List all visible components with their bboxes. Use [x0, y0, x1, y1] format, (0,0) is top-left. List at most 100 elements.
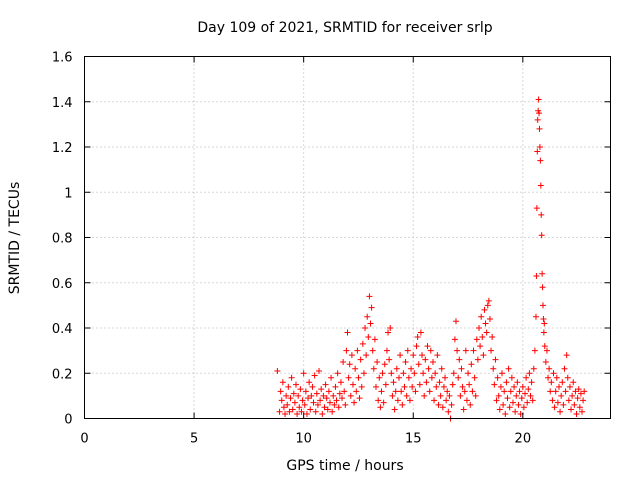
data-point — [443, 397, 450, 404]
data-point — [330, 392, 337, 399]
data-point — [299, 397, 306, 404]
data-point — [539, 284, 546, 291]
data-point — [541, 320, 548, 327]
data-point — [428, 374, 435, 381]
data-point — [423, 379, 430, 386]
data-point — [492, 356, 499, 363]
x-tick-label: 10 — [295, 432, 312, 447]
data-point — [341, 388, 348, 395]
data-point — [484, 302, 491, 309]
data-point — [295, 392, 302, 399]
data-point — [277, 388, 284, 395]
data-point — [451, 336, 458, 343]
data-point — [566, 383, 573, 390]
data-point — [486, 315, 493, 322]
data-points — [274, 96, 588, 422]
data-point — [446, 392, 453, 399]
data-point — [533, 205, 540, 212]
data-point — [408, 365, 415, 372]
data-point — [317, 397, 324, 404]
data-point — [359, 340, 366, 347]
x-tick-label: 20 — [515, 432, 532, 447]
data-point — [331, 401, 338, 408]
data-point — [387, 325, 394, 331]
data-point — [515, 401, 522, 408]
data-point — [527, 392, 534, 399]
data-point — [569, 392, 576, 399]
data-point — [288, 374, 295, 381]
data-point — [305, 395, 312, 402]
data-point — [504, 395, 511, 402]
data-point — [554, 399, 561, 406]
data-point — [339, 395, 346, 402]
y-tick-labels: 0 0.2 0.4 0.6 0.8 1 1.2 1.4 1.6 — [52, 51, 73, 428]
data-point — [524, 399, 531, 406]
data-point — [457, 392, 464, 399]
data-point — [358, 383, 365, 390]
data-point — [351, 399, 358, 406]
data-point — [476, 325, 482, 331]
y-tick-label: 0.4 — [52, 322, 73, 337]
data-point — [309, 383, 316, 390]
data-point — [561, 365, 568, 372]
data-point — [300, 370, 307, 377]
data-point — [283, 392, 290, 399]
data-point — [397, 352, 404, 359]
data-point — [333, 397, 340, 404]
data-point — [450, 370, 457, 377]
data-point — [389, 392, 396, 399]
data-point — [306, 379, 313, 386]
data-point — [491, 381, 498, 388]
data-point — [532, 313, 539, 320]
data-point — [385, 329, 392, 336]
data-point — [367, 320, 374, 327]
data-point — [282, 410, 289, 417]
data-point — [511, 383, 518, 390]
y-tick-label: 1.6 — [52, 51, 73, 66]
data-point — [403, 392, 410, 399]
data-point — [481, 306, 488, 313]
data-point — [555, 383, 562, 390]
data-point — [342, 401, 349, 408]
data-point — [473, 336, 480, 343]
data-point — [409, 383, 416, 390]
data-point — [310, 399, 317, 406]
data-point — [364, 313, 371, 320]
data-point — [419, 352, 426, 359]
data-point — [345, 374, 352, 381]
data-point — [505, 365, 512, 372]
x-tick-label: 0 — [80, 432, 88, 447]
data-point — [406, 397, 413, 404]
data-point — [352, 365, 359, 372]
data-point — [534, 148, 541, 155]
data-point — [480, 352, 487, 359]
data-point — [535, 96, 542, 103]
data-point — [580, 397, 587, 404]
data-point — [477, 343, 484, 350]
data-point — [513, 392, 520, 399]
data-point — [455, 374, 462, 381]
data-point — [324, 406, 331, 413]
data-point — [399, 401, 406, 408]
data-point — [398, 388, 405, 395]
data-point — [370, 365, 377, 372]
data-point — [545, 374, 552, 381]
data-point — [538, 232, 545, 239]
data-point — [380, 399, 387, 406]
data-point — [363, 352, 370, 359]
x-tick-label: 15 — [405, 432, 422, 447]
data-point — [343, 347, 350, 354]
data-point — [550, 370, 557, 377]
data-point — [340, 358, 347, 365]
data-point — [296, 404, 303, 411]
grid-lines — [84, 56, 611, 419]
chart-title: Day 109 of 2021, SRMTID for receiver srl… — [197, 20, 492, 36]
data-point — [445, 408, 452, 415]
data-point — [479, 334, 486, 341]
data-point — [383, 347, 390, 354]
data-point — [320, 392, 327, 399]
data-point — [287, 395, 294, 402]
data-point — [537, 182, 544, 189]
data-point — [313, 390, 320, 397]
data-point — [388, 370, 395, 377]
